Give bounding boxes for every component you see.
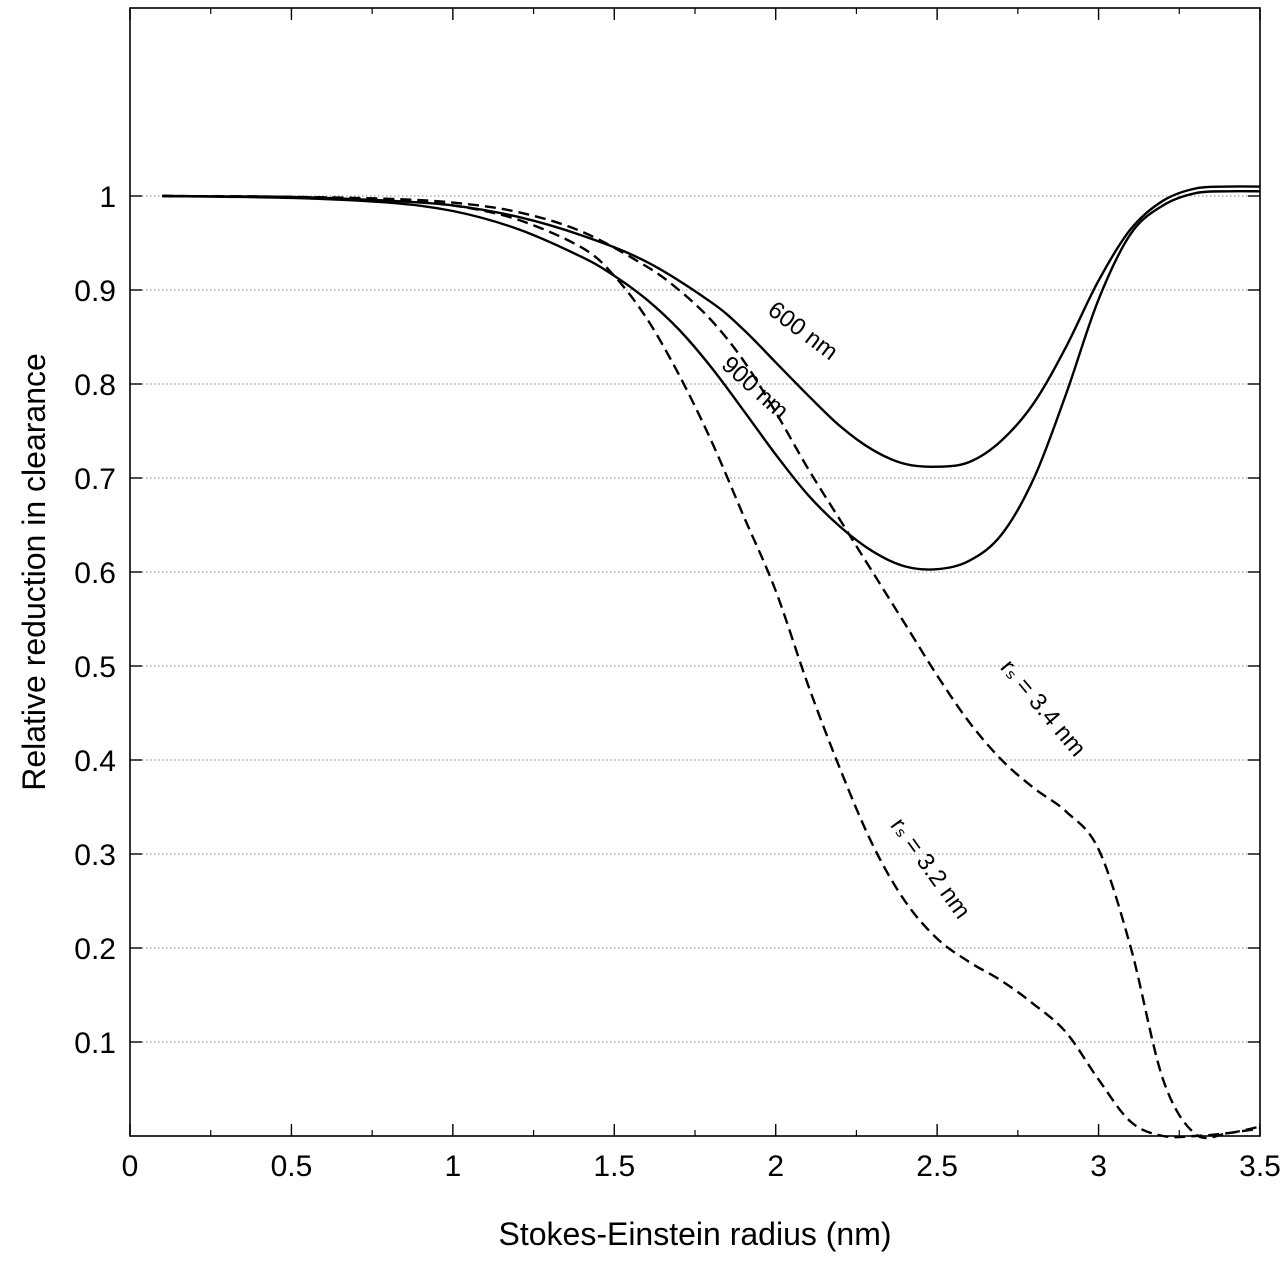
y-tick-label: 0.2 [74, 933, 116, 966]
x-tick-label: 1.5 [593, 1150, 635, 1183]
y-tick-label: 1 [99, 181, 116, 214]
y-tick-label: 0.1 [74, 1027, 116, 1060]
x-tick-label: 1 [445, 1150, 462, 1183]
series-line-1 [162, 185, 1261, 468]
y-tick-label: 0.7 [74, 463, 116, 496]
axis-ticks: 0 0.5 1 1.5 2 2.5 3 3.5 0.1 0.2 0.3 0.4 0.5 0.6 0.7 0.8… [74, 8, 1280, 1183]
series-line-2 [162, 189, 1261, 571]
series-line-4 [162, 194, 1261, 1139]
curve-label-1: 600 nm [763, 296, 843, 366]
curve-label-3: rₛ = 3.4 nm [995, 654, 1091, 761]
y-tick-label: 0.3 [74, 839, 116, 872]
x-axis-title: Stokes-Einstein radius (nm) [498, 1216, 891, 1252]
y-tick-label: 0.6 [74, 557, 116, 590]
x-tick-label: 3.5 [1239, 1150, 1280, 1183]
y-tick-label: 0.5 [74, 651, 116, 684]
series-layer [162, 185, 1261, 1140]
series-line-3 [162, 194, 1261, 1140]
curve-label-4: rₛ = 3.2 nm [885, 813, 976, 924]
x-tick-label: 0.5 [271, 1150, 313, 1183]
y-tick-label: 0.4 [74, 745, 116, 778]
y-axis-title: Relative reduction in clearance [16, 353, 52, 791]
x-tick-label: 2.5 [916, 1150, 958, 1183]
y-tick-label: 0.9 [74, 275, 116, 308]
x-tick-label: 3 [1090, 1150, 1107, 1183]
y-tick-label: 0.8 [74, 369, 116, 402]
x-tick-label: 2 [767, 1150, 784, 1183]
grid [130, 195, 1260, 1043]
x-tick-label: 0 [122, 1150, 139, 1183]
